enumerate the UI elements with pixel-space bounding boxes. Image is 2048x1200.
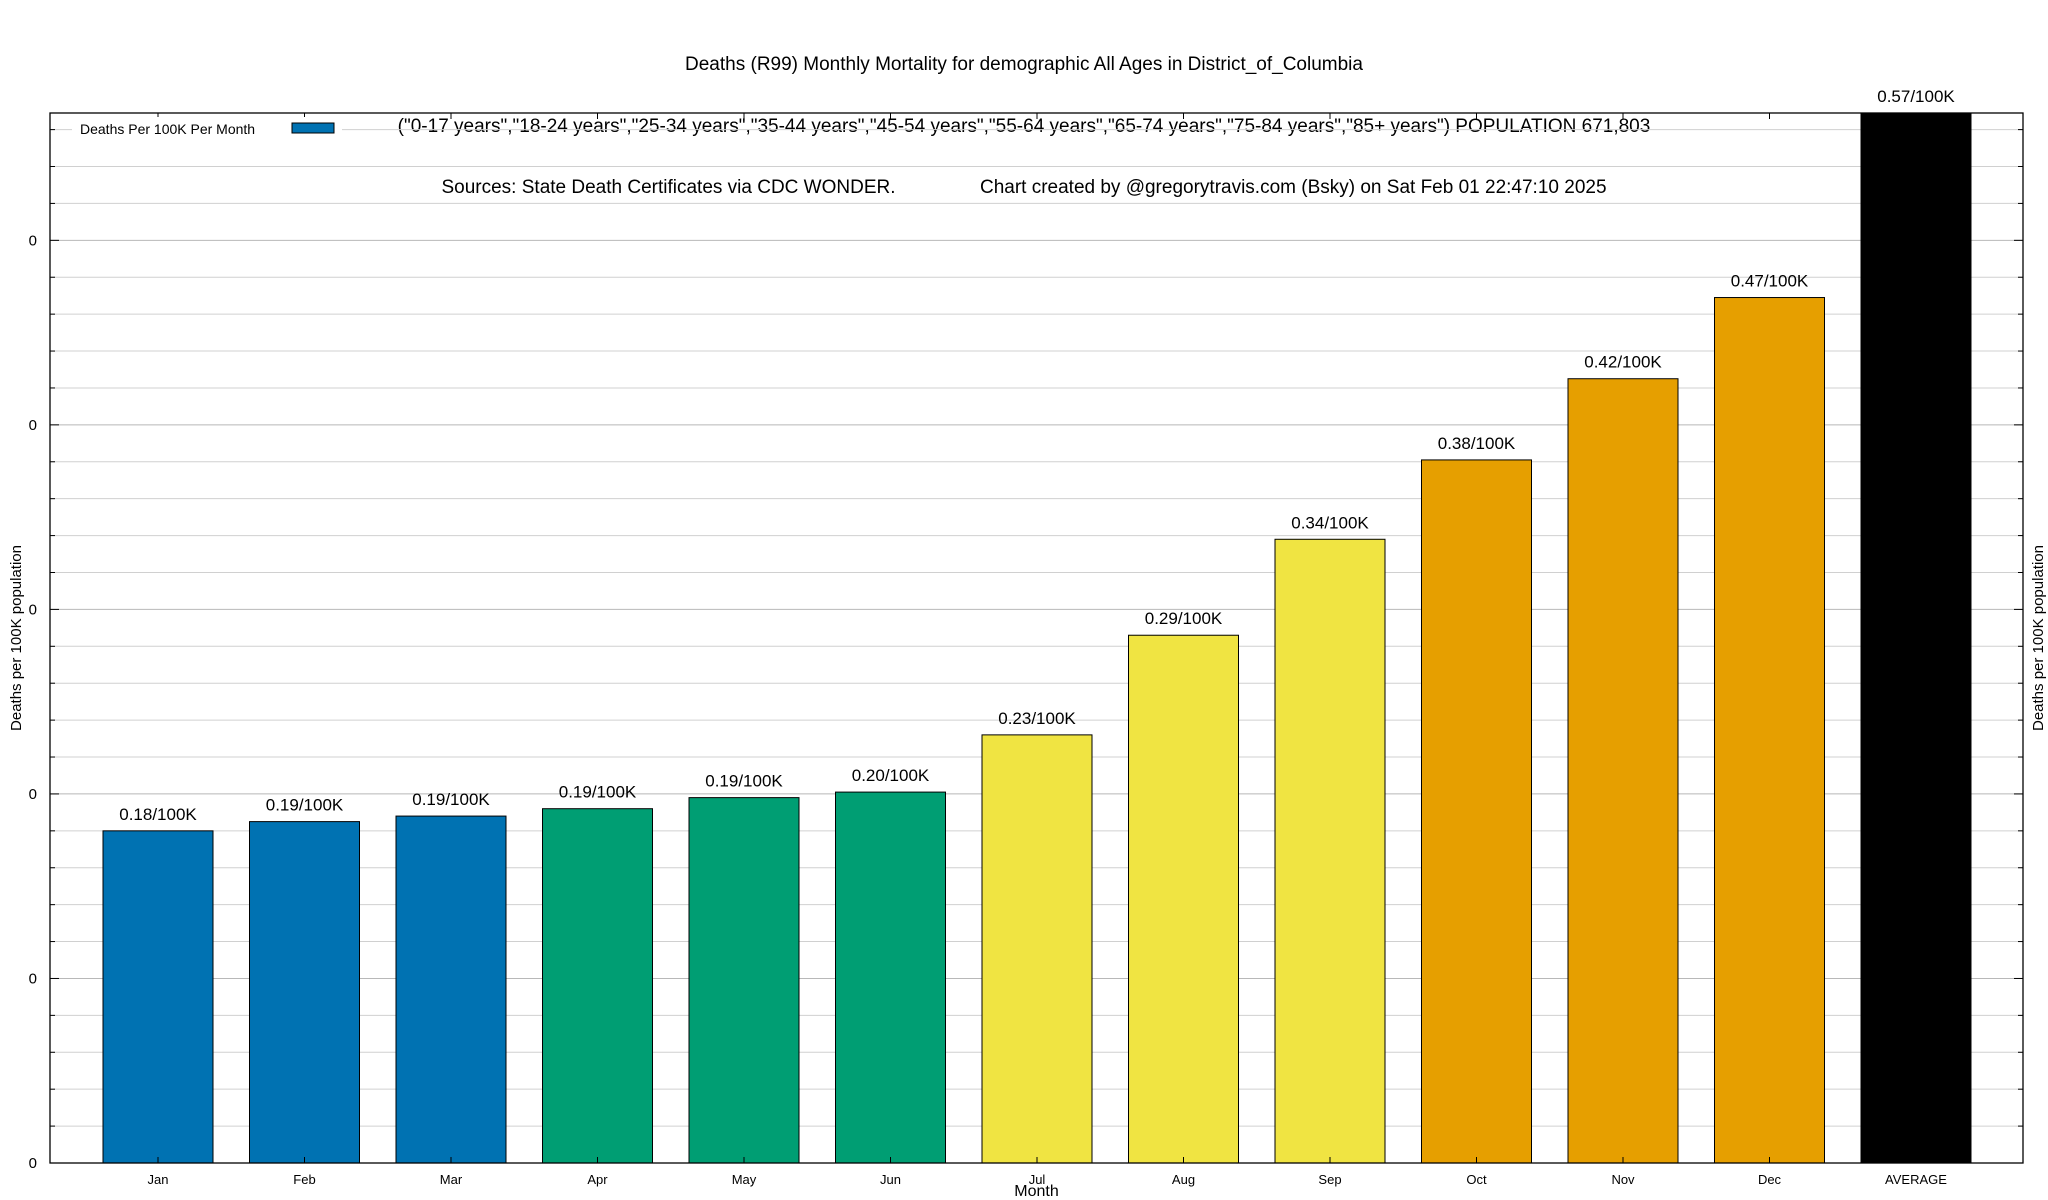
bars: [102, 112, 1972, 1164]
bar-jan: [102, 830, 214, 1164]
axis-and-data-labels: 0 0 0 0 0 0 0.18/100K Jan 0.19/100K Feb 0.19/100K M…: [29, 87, 1956, 1187]
bar-average: [1860, 112, 1972, 1164]
bar-jul: [981, 734, 1093, 1164]
x-tick-label: Mar: [440, 1172, 463, 1187]
legend-label: Deaths Per 100K Per Month: [80, 121, 255, 137]
bar-sep: [1274, 538, 1386, 1164]
x-tick-label: Apr: [587, 1172, 608, 1187]
data-label: 0.18/100K: [119, 805, 197, 824]
y-axis-title-right: Deaths per 100K population: [2030, 545, 2047, 731]
data-label: 0.38/100K: [1438, 434, 1516, 453]
x-tick-label: Sep: [1318, 1172, 1341, 1187]
axis-ticks: [50, 113, 2023, 1163]
x-tick-label: May: [732, 1172, 757, 1187]
x-tick-label: Oct: [1466, 1172, 1487, 1187]
data-label: 0.29/100K: [1145, 609, 1223, 628]
x-tick-label: Jun: [880, 1172, 901, 1187]
x-tick-label: Feb: [293, 1172, 315, 1187]
chart-title: Deaths (R99) Monthly Mortality for demog…: [685, 54, 1363, 75]
bar-aug: [1128, 634, 1239, 1164]
data-label: 0.19/100K: [412, 790, 490, 809]
bar-oct: [1421, 459, 1532, 1164]
y-tick-label: 0: [29, 786, 37, 803]
bar-feb: [249, 821, 360, 1164]
data-label: 0.20/100K: [852, 766, 930, 785]
y-axis-title: Deaths per 100K population: [8, 545, 25, 731]
legend: Deaths Per 100K Per Month: [72, 117, 342, 139]
data-label: 0.19/100K: [559, 783, 637, 802]
y-tick-label: 0: [29, 1155, 37, 1172]
y-tick-label: 0: [29, 417, 37, 434]
x-tick-label: Jul: [1029, 1172, 1046, 1187]
data-label: 0.47/100K: [1731, 272, 1809, 291]
y-tick-label: 0: [29, 601, 37, 618]
bar-nov: [1567, 378, 1679, 1164]
legend-swatch: [291, 122, 335, 134]
data-label: 0.57/100K: [1877, 87, 1955, 106]
bar-apr: [542, 808, 653, 1164]
x-tick-label: Nov: [1611, 1172, 1635, 1187]
data-label: 0.23/100K: [998, 709, 1076, 728]
data-label: 0.42/100K: [1584, 353, 1662, 372]
x-tick-label: Jan: [148, 1172, 169, 1187]
data-label: 0.19/100K: [705, 772, 783, 791]
legend-background: [72, 117, 342, 139]
x-tick-label: Aug: [1172, 1172, 1195, 1187]
chart-title-block: Deaths (R99) Monthly Mortality for demog…: [0, 14, 2048, 219]
data-label: 0.34/100K: [1291, 513, 1369, 532]
bar-mar: [395, 815, 507, 1164]
bar-jun: [835, 791, 946, 1164]
bar-may: [688, 797, 800, 1164]
y-tick-label: 0: [29, 232, 37, 249]
y-tick-label: 0: [29, 970, 37, 987]
x-tick-label: Dec: [1758, 1172, 1782, 1187]
x-tick-label: AVERAGE: [1885, 1172, 1947, 1187]
chart-source-line: Sources: State Death Certificates via CD…: [441, 177, 1607, 198]
bar-dec: [1714, 297, 1825, 1164]
x-axis-title: Month: [1014, 1183, 1058, 1200]
chart-subtitle: ("0-17 years","18-24 years","25-34 years…: [397, 115, 1651, 137]
data-label: 0.19/100K: [266, 796, 344, 815]
